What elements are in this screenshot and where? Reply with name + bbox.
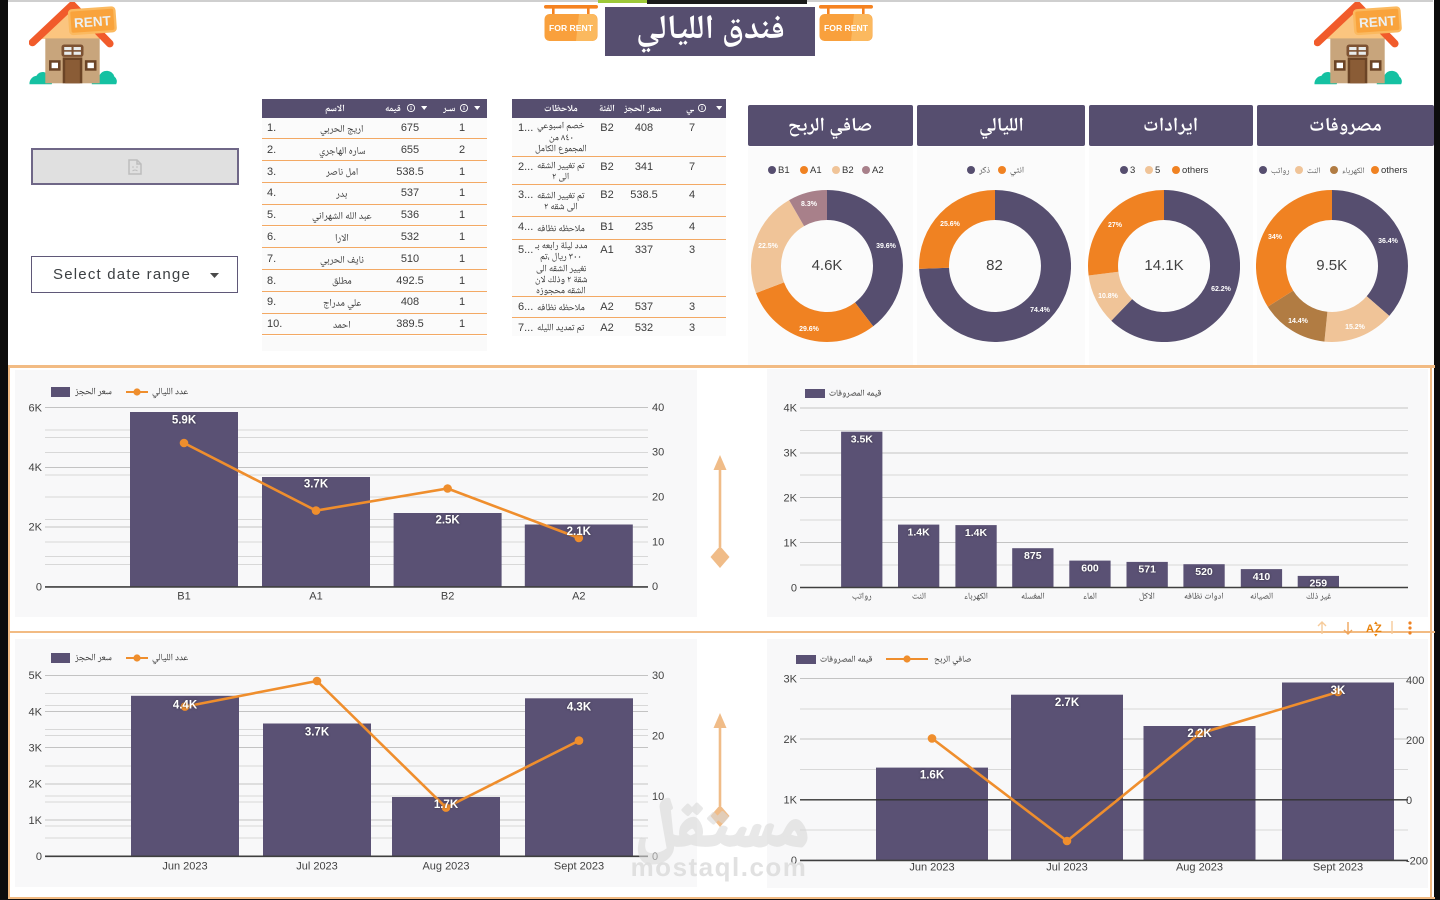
svg-text:875: 875 [1024,550,1042,562]
svg-text:4.4K: 4.4K [173,700,198,712]
svg-text:4K: 4K [29,706,43,718]
svg-text:20: 20 [652,492,664,504]
svg-text:2.5K: 2.5K [435,515,460,527]
svg-text:Aug 2023: Aug 2023 [1176,862,1223,874]
svg-text:RENT: RENT [74,13,112,31]
svg-text:3K: 3K [1331,685,1346,697]
svg-text:410: 410 [1253,571,1271,583]
svg-text:0: 0 [652,581,658,593]
svg-text:2K: 2K [784,734,798,746]
svg-text:B2: B2 [441,590,454,602]
svg-text:Jul 2023: Jul 2023 [296,860,338,872]
svg-text:Jun 2023: Jun 2023 [162,860,207,872]
svg-text:RENT: RENT [1359,13,1397,31]
svg-text:2.7K: 2.7K [1055,697,1080,709]
svg-text:0: 0 [1406,795,1412,807]
svg-text:Jul 2023: Jul 2023 [1046,862,1088,874]
svg-text:1.7K: 1.7K [434,799,459,811]
svg-text:FOR RENT: FOR RENT [549,23,594,33]
svg-text:2.2K: 2.2K [1187,728,1212,740]
svg-text:10: 10 [652,536,664,548]
svg-text:A: A [1366,623,1374,635]
svg-text:FOR RENT: FOR RENT [824,23,869,33]
svg-text:3K: 3K [784,673,798,685]
svg-text:0: 0 [36,851,42,863]
svg-text:10: 10 [652,791,664,803]
svg-text:2K: 2K [29,522,43,534]
svg-text:Jun 2023: Jun 2023 [909,862,954,874]
svg-text:1K: 1K [29,815,43,827]
svg-text:0: 0 [36,582,42,594]
svg-text:40: 40 [652,402,664,414]
svg-text:4.3K: 4.3K [567,701,592,713]
svg-text:4K: 4K [29,462,43,474]
svg-text:0: 0 [791,855,797,867]
svg-text:3.7K: 3.7K [305,727,330,739]
svg-text:520: 520 [1195,566,1213,578]
svg-text:4K: 4K [784,403,798,415]
svg-text:-200: -200 [1406,855,1428,867]
svg-text:600: 600 [1081,562,1099,574]
svg-text:0: 0 [791,582,797,594]
svg-text:1.6K: 1.6K [920,770,945,782]
svg-text:571: 571 [1138,564,1156,576]
svg-text:200: 200 [1406,735,1424,747]
svg-text:5K: 5K [29,670,43,682]
svg-text:30: 30 [652,447,664,459]
svg-text:Aug 2023: Aug 2023 [422,860,469,872]
svg-text:1.4K: 1.4K [908,526,931,538]
svg-text:3K: 3K [29,743,43,755]
svg-text:A1: A1 [309,590,322,602]
svg-text:20: 20 [652,731,664,743]
svg-text:6K: 6K [29,402,43,414]
svg-text:30: 30 [652,670,664,682]
svg-text:2K: 2K [29,779,43,791]
svg-text:Sept 2023: Sept 2023 [554,860,604,872]
svg-text:Z: Z [1375,623,1382,635]
svg-text:1K: 1K [784,537,798,549]
svg-text:400: 400 [1406,675,1424,687]
svg-text:A2: A2 [572,590,585,602]
svg-text:Sept 2023: Sept 2023 [1313,862,1363,874]
svg-text:1K: 1K [784,795,798,807]
svg-text:3.5K: 3.5K [851,433,874,445]
svg-text:2.1K: 2.1K [567,526,592,538]
svg-text:1.4K: 1.4K [965,527,988,539]
svg-text:3K: 3K [784,448,798,460]
svg-text:5.9K: 5.9K [172,415,197,427]
svg-text:259: 259 [1310,578,1328,590]
svg-text:2K: 2K [784,493,798,505]
svg-text:B1: B1 [177,590,190,602]
svg-text:3.7K: 3.7K [304,479,329,491]
